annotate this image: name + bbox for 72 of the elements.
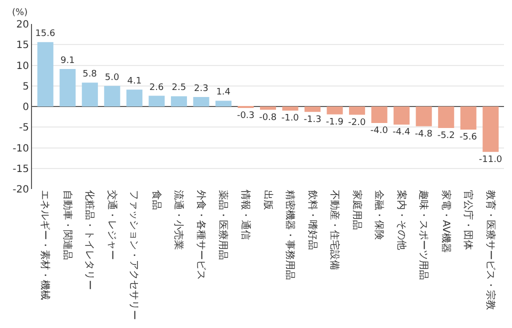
y-tick-label: 20 bbox=[16, 20, 29, 30]
data-label: 5.8 bbox=[82, 70, 98, 80]
bar bbox=[349, 106, 366, 115]
data-label: -1.9 bbox=[326, 117, 344, 128]
x-tick-label: エネルギー・素材・機械 bbox=[39, 190, 52, 300]
data-label: 9.1 bbox=[60, 56, 75, 66]
y-axis-title: (%) bbox=[12, 8, 28, 18]
data-label: -4.4 bbox=[392, 128, 410, 138]
bar bbox=[104, 86, 120, 106]
bar bbox=[326, 106, 343, 114]
x-tick-label: 飲料・嗜好品 bbox=[306, 190, 318, 250]
x-tick-label: 官公庁・団体 bbox=[462, 190, 474, 250]
x-tick-label: 薬品・医療用品 bbox=[217, 190, 230, 260]
x-tick-label: 自動車・関連品 bbox=[61, 190, 74, 260]
y-tick-label: 15 bbox=[16, 40, 29, 52]
data-label: -5.6 bbox=[459, 132, 478, 143]
bar bbox=[126, 90, 142, 106]
bar bbox=[438, 106, 454, 128]
data-label: -1.0 bbox=[281, 114, 300, 124]
x-tick-label: 出版 bbox=[262, 190, 274, 210]
x-tick-label: 教育・医療サービス・宗教 bbox=[484, 190, 496, 310]
data-label: -5.2 bbox=[437, 130, 455, 141]
bar bbox=[170, 96, 187, 106]
bar bbox=[482, 106, 499, 152]
x-tick-label: 不動産・住宅設備 bbox=[328, 190, 341, 270]
y-tick-label: 0 bbox=[22, 102, 29, 113]
data-label: -4.0 bbox=[370, 126, 388, 136]
bar bbox=[215, 100, 232, 106]
x-tick-label: 趣味・スポーツ用品 bbox=[418, 190, 430, 280]
data-label: 15.6 bbox=[35, 29, 56, 40]
y-tick-label: -5 bbox=[19, 122, 29, 134]
data-label: 2.3 bbox=[194, 84, 208, 94]
y-tick-label: 10 bbox=[16, 60, 29, 72]
bar bbox=[416, 106, 432, 126]
x-tick-label: 案内・その他 bbox=[395, 190, 408, 250]
data-label: -2.0 bbox=[348, 118, 366, 128]
x-tick-label: 情報・通信 bbox=[239, 189, 252, 240]
x-tick-label: 交通・レジャー bbox=[106, 190, 118, 260]
data-label: 2.5 bbox=[172, 83, 186, 94]
data-label: 4.1 bbox=[127, 76, 142, 87]
bar bbox=[371, 106, 388, 123]
x-tick-label: 精密機器・事務用品 bbox=[284, 190, 296, 280]
bar bbox=[260, 106, 276, 110]
bar bbox=[304, 106, 321, 112]
x-tick-label: 金融・保険 bbox=[373, 190, 386, 240]
bar bbox=[394, 106, 410, 125]
data-label: 2.6 bbox=[149, 82, 164, 93]
x-tick-label: 流通・小売業 bbox=[172, 190, 185, 250]
bar bbox=[148, 96, 165, 106]
bar bbox=[82, 82, 98, 106]
data-label: 1.4 bbox=[216, 88, 231, 98]
x-tick-label: 化粧品・トイレタリー bbox=[84, 190, 96, 290]
bar bbox=[193, 97, 210, 106]
y-tick-label: -10 bbox=[12, 143, 29, 154]
data-label: -0.3 bbox=[236, 111, 255, 121]
x-tick-label: ファッション・アクセサリー bbox=[128, 190, 140, 320]
x-tick-label: 家庭用品 bbox=[350, 190, 363, 230]
data-label: 5.0 bbox=[104, 72, 120, 83]
y-tick-label: -20 bbox=[12, 184, 29, 196]
bar bbox=[60, 68, 76, 106]
data-label: -1.3 bbox=[304, 114, 322, 125]
y-tick-label: 5 bbox=[22, 81, 29, 92]
x-tick-label: 外食・各種サービス bbox=[194, 190, 207, 280]
bar bbox=[460, 106, 476, 130]
y-tick-label: -15 bbox=[12, 164, 29, 175]
data-label: -11.0 bbox=[478, 154, 502, 165]
data-label: -4.8 bbox=[414, 129, 433, 140]
x-tick-label: 家電・AV機器 bbox=[440, 190, 452, 254]
data-label: -0.8 bbox=[259, 112, 277, 123]
x-tick-label: 食品 bbox=[150, 190, 162, 210]
bar bbox=[282, 106, 298, 111]
bar bbox=[37, 42, 54, 106]
